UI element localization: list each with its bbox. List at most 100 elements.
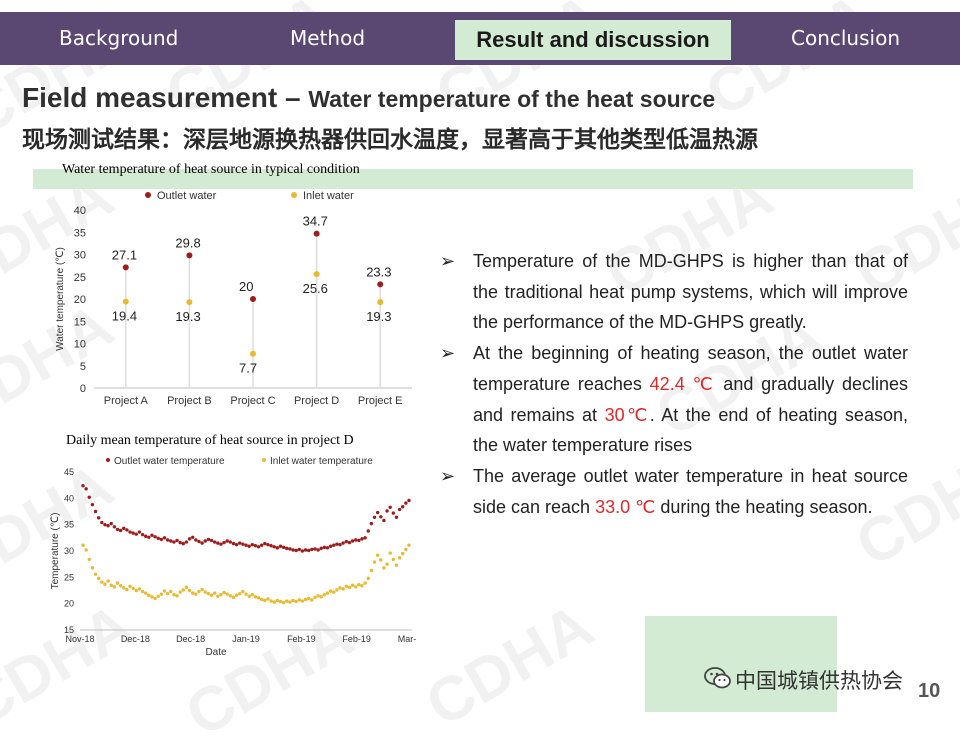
data-point [278, 599, 283, 604]
data-point [404, 501, 408, 505]
data-point [407, 543, 411, 547]
data-point [369, 568, 374, 573]
chart2-title: Daily mean temperature of heat source in… [66, 433, 354, 448]
data-point [125, 528, 129, 532]
x-tick-label: Dec-18 [121, 634, 150, 644]
data-point [366, 529, 370, 533]
bullet-item: ➢ At the beginning of heating season, the… [440, 338, 908, 461]
data-point [137, 530, 142, 534]
data-point [338, 586, 342, 590]
legend-marker [291, 192, 297, 198]
data-point [84, 487, 88, 491]
data-point [313, 595, 317, 600]
data-point [96, 516, 101, 520]
section-nav-bar: Background Method Result and discussion … [0, 12, 960, 65]
data-point [96, 576, 101, 581]
data-point [328, 544, 333, 548]
data-point [306, 548, 311, 553]
data-point [131, 531, 135, 535]
y-tick-label: 40 [74, 205, 86, 217]
data-point [143, 534, 148, 538]
data-point [263, 598, 267, 603]
y-tick-label: 40 [64, 493, 74, 503]
data-point [159, 537, 164, 542]
tab-result-and-discussion[interactable]: Result and discussion [455, 20, 731, 60]
data-point [341, 587, 345, 591]
y-tick-label: 25 [64, 572, 74, 582]
data-point [231, 595, 236, 600]
data-point [150, 595, 154, 599]
data-point [285, 599, 289, 603]
tab-background[interactable]: Background [59, 26, 179, 50]
data-point [131, 586, 135, 591]
data-point [363, 536, 367, 540]
tab-conclusion[interactable]: Conclusion [791, 26, 900, 50]
data-point [162, 589, 167, 593]
data-point [269, 599, 273, 603]
data-point [250, 593, 254, 597]
data-point [382, 566, 386, 570]
data-point [313, 547, 317, 551]
data-point [256, 545, 261, 549]
data-point [191, 591, 195, 595]
data-point [332, 590, 336, 594]
tab-method[interactable]: Method [290, 26, 366, 50]
data-point [186, 252, 193, 259]
data-point [269, 544, 273, 548]
data-point [84, 548, 88, 552]
data-point [310, 598, 314, 602]
data-point [316, 548, 320, 552]
chinese-subtitle: 现场测试结果：深层地源换热器供回水温度，显著高于其他类型低温热源 [22, 127, 758, 153]
data-point [169, 589, 173, 594]
decorative-green-box [645, 616, 837, 712]
data-point [322, 593, 327, 597]
data-point [128, 584, 132, 588]
highlight-value: 42.4 ℃ [649, 373, 716, 394]
data-point [382, 518, 386, 523]
data-point [178, 590, 182, 594]
title-dash: – [277, 82, 309, 113]
data-point [106, 579, 110, 583]
legend-marker [262, 458, 266, 462]
bullet-text: . At the end of heating season, the wate… [473, 404, 908, 456]
data-point [222, 590, 226, 595]
x-tick-label: Feb-19 [287, 634, 316, 644]
data-point [244, 543, 248, 547]
data-point [122, 298, 129, 305]
data-point [266, 542, 270, 547]
data-point [100, 580, 104, 584]
data-point [397, 507, 402, 512]
data-point [112, 585, 117, 589]
data-point [125, 587, 129, 592]
data-point [153, 596, 157, 601]
bullet-list: ➢ Temperature of the MD-GHPS is higher th… [440, 246, 908, 522]
data-point [375, 553, 380, 557]
y-tick-label: 10 [74, 339, 86, 351]
y-tick-label: 5 [80, 361, 86, 373]
data-point [90, 566, 95, 570]
data-point [272, 545, 276, 549]
data-point [203, 590, 207, 594]
data-point [184, 540, 189, 544]
data-point [297, 547, 301, 552]
data-point [369, 521, 374, 526]
data-point [109, 583, 113, 587]
data-point [397, 556, 402, 560]
data-point [391, 557, 396, 562]
data-point [156, 536, 160, 541]
data-point [143, 591, 148, 595]
data-point [354, 538, 358, 542]
data-point [87, 557, 91, 562]
data-label: 19.4 [112, 309, 137, 324]
data-point [93, 509, 98, 514]
data-point [310, 547, 314, 552]
title-sub: Water temperature of the heat source [308, 86, 716, 112]
data-point [109, 521, 113, 526]
arrow-bullet-icon: ➢ [440, 343, 456, 364]
data-point [281, 600, 286, 605]
data-point [103, 582, 107, 586]
data-point [379, 558, 383, 562]
chart-title-bar [33, 169, 913, 189]
data-point [250, 296, 256, 302]
data-point [297, 598, 301, 602]
